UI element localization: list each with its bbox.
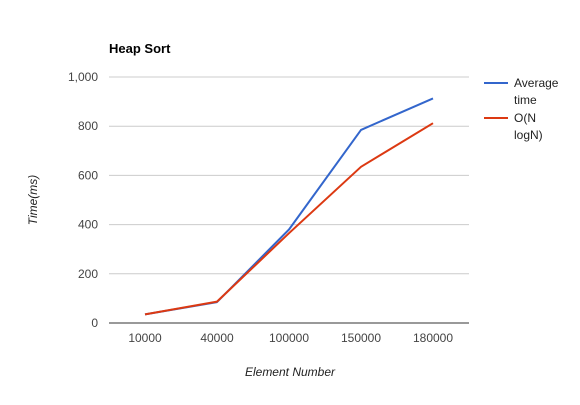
y-tick-label: 1,000	[68, 70, 98, 84]
legend-label-1: Average time	[514, 76, 559, 107]
y-tick-label: 0	[91, 316, 98, 330]
series-line-2	[144, 122, 434, 316]
y-axis-label: Time(ms)	[26, 175, 40, 226]
x-tick-label: 180000	[413, 331, 453, 345]
series-line-1	[144, 97, 434, 316]
y-tick-label: 600	[78, 168, 98, 182]
y-tick-label: 400	[78, 218, 98, 232]
x-tick-label: 40000	[200, 331, 234, 345]
y-tick-label: 200	[78, 267, 98, 281]
chart-title: Heap Sort	[109, 41, 171, 56]
x-tick-label: 150000	[341, 331, 381, 345]
y-tick-label: 800	[78, 119, 98, 133]
x-tick-label: 10000	[128, 331, 162, 345]
x-tick-label: 100000	[269, 331, 309, 345]
x-axis-label: Element Number	[245, 365, 336, 379]
legend-label-2: O(N logN)	[514, 111, 543, 142]
